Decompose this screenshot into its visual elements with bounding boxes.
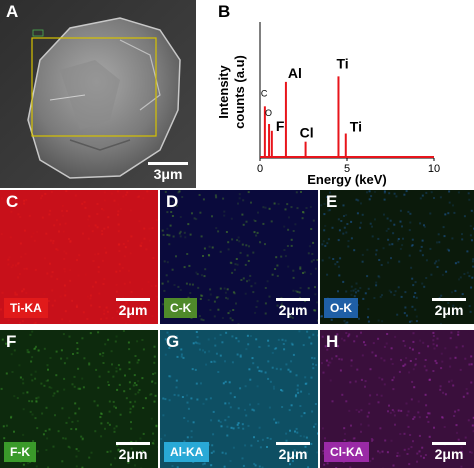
- scale-bar: 2μm: [432, 442, 466, 462]
- peak-label: F: [276, 118, 285, 134]
- scale-bar-line: [148, 162, 188, 165]
- peak-label: Cl: [300, 125, 314, 141]
- scale-bar: 2μm: [116, 442, 150, 462]
- peak-label: Ti: [336, 55, 348, 71]
- element-tag: O-K: [324, 298, 358, 318]
- element-tag: Al-KA: [164, 442, 210, 462]
- panel-letter-b: B: [218, 2, 231, 21]
- y-axis-label-line1: Intensity: [216, 65, 231, 119]
- scale-bar-line: [432, 298, 466, 301]
- eds-spectrum-chart: Intensity counts (a.u) Energy (keV) 0 5 10…: [216, 22, 440, 187]
- element-map-ti-ka: C Ti-KA 2μm: [0, 190, 158, 324]
- element-tag: C-K: [164, 298, 198, 318]
- map-texture: [0, 330, 158, 468]
- x-tick-label: 10: [428, 163, 440, 175]
- panel-letter-a: A: [6, 2, 19, 21]
- panel-letter-e: E: [326, 192, 338, 211]
- scale-bar-label: 2μm: [278, 302, 308, 318]
- element-tag: F-K: [4, 442, 36, 462]
- panel-letter-c: C: [6, 192, 19, 211]
- eds-spectrum-panel: B Intensity counts (a.u) Energy (keV) 0 5…: [198, 0, 474, 188]
- element-map-o-k: E O-K 2μm: [320, 190, 474, 324]
- scale-bar: 2μm: [432, 298, 466, 318]
- scale-bar-label: 2μm: [118, 446, 148, 462]
- sem-image-panel: A 3μm: [0, 0, 196, 188]
- x-axis-label: Energy (keV): [307, 172, 386, 187]
- scale-bar-line: [116, 442, 150, 445]
- panel-letter-g: G: [166, 332, 180, 351]
- scale-bar-label-a: 3μm: [153, 166, 183, 182]
- scale-bar-line: [432, 442, 466, 445]
- scale-bar-label: 2μm: [434, 302, 464, 318]
- scale-bar-label: 2μm: [118, 302, 148, 318]
- peak-label: Al: [288, 65, 302, 81]
- map-texture: [320, 190, 474, 324]
- peak-label: C: [261, 88, 268, 98]
- scale-bar-line: [116, 298, 150, 301]
- sem-particle-image: [0, 0, 196, 188]
- y-axis-label-line2: counts (a.u): [232, 55, 247, 129]
- element-map-f-k: F F-K 2μm: [0, 330, 158, 468]
- map-texture: [321, 331, 474, 468]
- x-tick-label: 0: [257, 163, 263, 175]
- panel-letter-h: H: [326, 332, 339, 351]
- scale-bar-label: 2μm: [278, 446, 308, 462]
- panel-letter-f: F: [6, 332, 17, 351]
- element-map-cl-ka: H Cl-KA 2μm: [320, 330, 474, 468]
- scale-bar-line: [276, 298, 310, 301]
- scale-bar: 2μm: [276, 298, 310, 318]
- map-texture: [161, 190, 318, 324]
- x-tick-label: 5: [344, 163, 350, 175]
- element-tag: Ti-KA: [4, 298, 48, 318]
- map-texture: [0, 190, 158, 324]
- scale-bar: 2μm: [276, 442, 310, 462]
- panel-letter-d: D: [166, 192, 179, 211]
- scale-bar: 2μm: [116, 298, 150, 318]
- element-map-c-k: D C-K 2μm: [160, 190, 318, 324]
- element-map-al-ka: G Al-KA 2μm: [160, 330, 318, 468]
- scale-bar-label: 2μm: [434, 446, 464, 462]
- scale-bar-line: [276, 442, 310, 445]
- peak-label: O: [265, 108, 272, 118]
- element-tag: Cl-KA: [324, 442, 370, 462]
- scale-bar-a: 3μm: [148, 162, 188, 182]
- peak-label: Ti: [350, 119, 362, 135]
